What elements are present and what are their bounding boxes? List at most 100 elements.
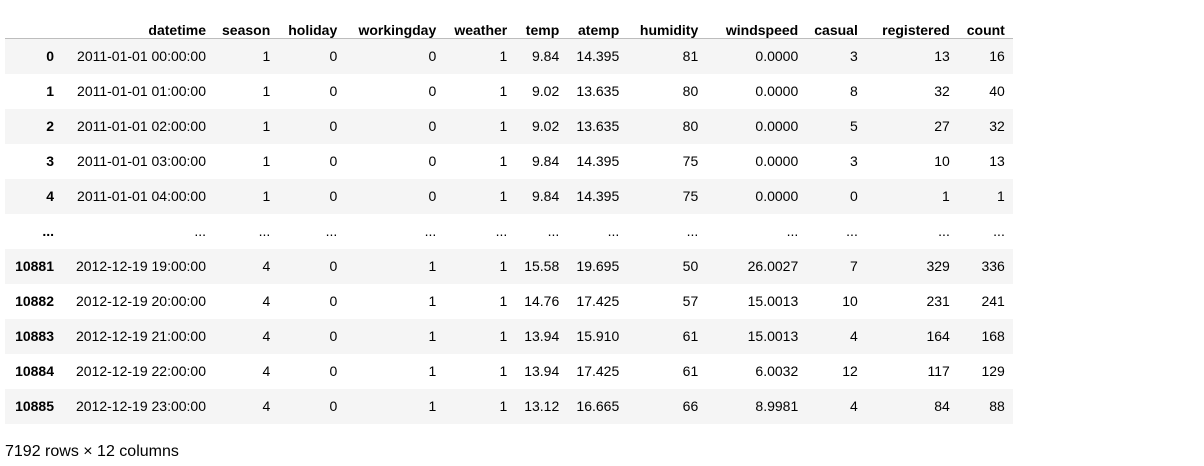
column-header-registered: registered	[865, 3, 958, 39]
cell-temp: 9.84	[532, 188, 560, 204]
column-header-holiday: holiday	[278, 3, 346, 39]
cell-temp: ...	[547, 223, 560, 239]
row-index: 10882	[15, 293, 54, 309]
table-row: .......................................	[5, 213, 1013, 249]
cell-season: 4	[262, 398, 271, 414]
cell-holiday: 0	[329, 83, 338, 99]
cell-count: 88	[989, 398, 1005, 414]
dataframe-shape-summary: 7192 rows × 12 columns	[5, 443, 179, 460]
cell-weather: 1	[499, 293, 508, 309]
cell-casual: 8	[850, 83, 858, 99]
column-header-temp: temp	[515, 3, 568, 39]
dataframe-output: datetime season holiday workingday weather te…	[5, 3, 1013, 424]
cell-registered: ...	[938, 223, 950, 239]
column-header-workingday: workingday	[345, 3, 445, 39]
cell-windspeed: 0.0000	[755, 188, 799, 204]
cell-humidity: 81	[682, 48, 699, 65]
cell-registered: 13	[934, 48, 950, 65]
cell-workingday: 1	[428, 398, 437, 414]
column-header-datetime: datetime	[62, 3, 214, 39]
cell-humidity: 80	[682, 83, 699, 99]
cell-holiday: ...	[325, 223, 338, 239]
cell-humidity: 80	[682, 118, 699, 134]
table-row: 3 2011-01-01 03:00:00 1 0 0 1 9.84 14.395 75 0.00…	[5, 143, 1013, 179]
row-index: 10883	[15, 328, 54, 344]
cell-season: 1	[262, 153, 271, 169]
cell-temp: 9.84	[532, 48, 560, 65]
column-header-season: season	[214, 3, 279, 39]
cell-workingday: 0	[428, 153, 437, 169]
cell-holiday: 0	[329, 293, 338, 309]
cell-atemp: 16.665	[576, 398, 620, 414]
cell-count: 241	[981, 293, 1005, 309]
cell-casual: 4	[850, 328, 858, 344]
cell-atemp: 14.395	[576, 48, 620, 65]
cell-datetime: 2011-01-01 01:00:00	[77, 83, 206, 99]
cell-temp: 15.58	[524, 258, 560, 274]
cell-atemp: 14.395	[576, 153, 620, 169]
cell-casual: 5	[850, 118, 858, 134]
cell-windspeed: ...	[786, 223, 799, 239]
row-index: 2	[46, 118, 54, 134]
cell-casual: 4	[850, 398, 858, 414]
cell-workingday: 1	[428, 328, 437, 344]
cell-count: 168	[981, 328, 1005, 344]
cell-registered: 164	[926, 328, 950, 344]
cell-count: 336	[981, 258, 1005, 274]
row-index: 10881	[15, 258, 54, 274]
cell-datetime: 2012-12-19 23:00:00	[76, 398, 206, 414]
cell-humidity: 61	[682, 328, 699, 344]
cell-season: 4	[262, 363, 271, 379]
cell-humidity: 75	[682, 153, 699, 169]
table-body: 0 2011-01-01 00:00:00 1 0 0 1 9.84 14.395 81 0.00…	[5, 38, 1013, 424]
cell-casual: 0	[850, 188, 858, 204]
column-header-count: count	[957, 3, 1013, 39]
cell-casual: 7	[850, 258, 858, 274]
cell-weather: 1	[499, 398, 508, 414]
table-header-row: datetime season holiday workingday weather te…	[5, 3, 1013, 39]
row-index: 3	[46, 153, 54, 169]
cell-windspeed: 0.0000	[755, 153, 799, 169]
cell-casual: 12	[842, 363, 858, 379]
cell-weather: 1	[499, 328, 508, 344]
column-header-weather: weather	[444, 3, 516, 39]
dataframe-table: datetime season holiday workingday weather te…	[5, 3, 1013, 424]
cell-atemp: 17.425	[576, 293, 620, 309]
cell-datetime: ...	[194, 223, 206, 239]
cell-workingday: 1	[428, 293, 437, 309]
cell-holiday: 0	[329, 328, 338, 344]
cell-workingday: ...	[424, 223, 437, 239]
table-row: 10884 2012-12-19 22:00:00 4 0 1 1 13.94 17.425 6…	[5, 353, 1013, 389]
cell-holiday: 0	[329, 153, 338, 169]
cell-windspeed: 0.0000	[755, 118, 799, 134]
cell-windspeed: 0.0000	[755, 48, 799, 65]
cell-temp: 9.02	[532, 118, 560, 134]
table-row: 1 2011-01-01 01:00:00 1 0 0 1 9.02 13.635 80 0.00…	[5, 73, 1013, 109]
cell-count: 1	[997, 188, 1005, 204]
cell-windspeed: 8.9981	[755, 398, 799, 414]
cell-temp: 9.02	[532, 83, 560, 99]
cell-humidity: 61	[682, 363, 699, 379]
column-header-atemp: atemp	[567, 3, 628, 39]
cell-registered: 117	[927, 363, 950, 379]
cell-datetime: 2012-12-19 20:00:00	[76, 293, 206, 309]
cell-holiday: 0	[329, 118, 338, 134]
cell-registered: 84	[934, 398, 950, 414]
cell-holiday: 0	[329, 188, 338, 204]
cell-datetime: 2011-01-01 02:00:00	[77, 118, 206, 134]
cell-holiday: 0	[329, 258, 338, 274]
cell-datetime: 2012-12-19 19:00:00	[76, 258, 206, 274]
cell-temp: 9.84	[532, 153, 560, 169]
cell-datetime: 2011-01-01 00:00:00	[77, 48, 206, 65]
table-row: 2 2011-01-01 02:00:00 1 0 0 1 9.02 13.635 80 0.00…	[5, 108, 1013, 144]
cell-weather: 1	[499, 258, 508, 274]
table-row: 10881 2012-12-19 19:00:00 4 0 1 1 15.58 19.695 5…	[5, 248, 1013, 284]
cell-windspeed: 15.0013	[747, 293, 799, 309]
table-row: 10883 2012-12-19 21:00:00 4 0 1 1 13.94 15.910 6…	[5, 318, 1013, 354]
cell-count: 13	[989, 153, 1005, 169]
cell-workingday: 0	[428, 188, 437, 204]
cell-casual: 3	[850, 153, 858, 169]
cell-humidity: ...	[686, 223, 699, 239]
cell-casual: ...	[846, 223, 858, 239]
cell-windspeed: 15.0013	[747, 328, 799, 344]
